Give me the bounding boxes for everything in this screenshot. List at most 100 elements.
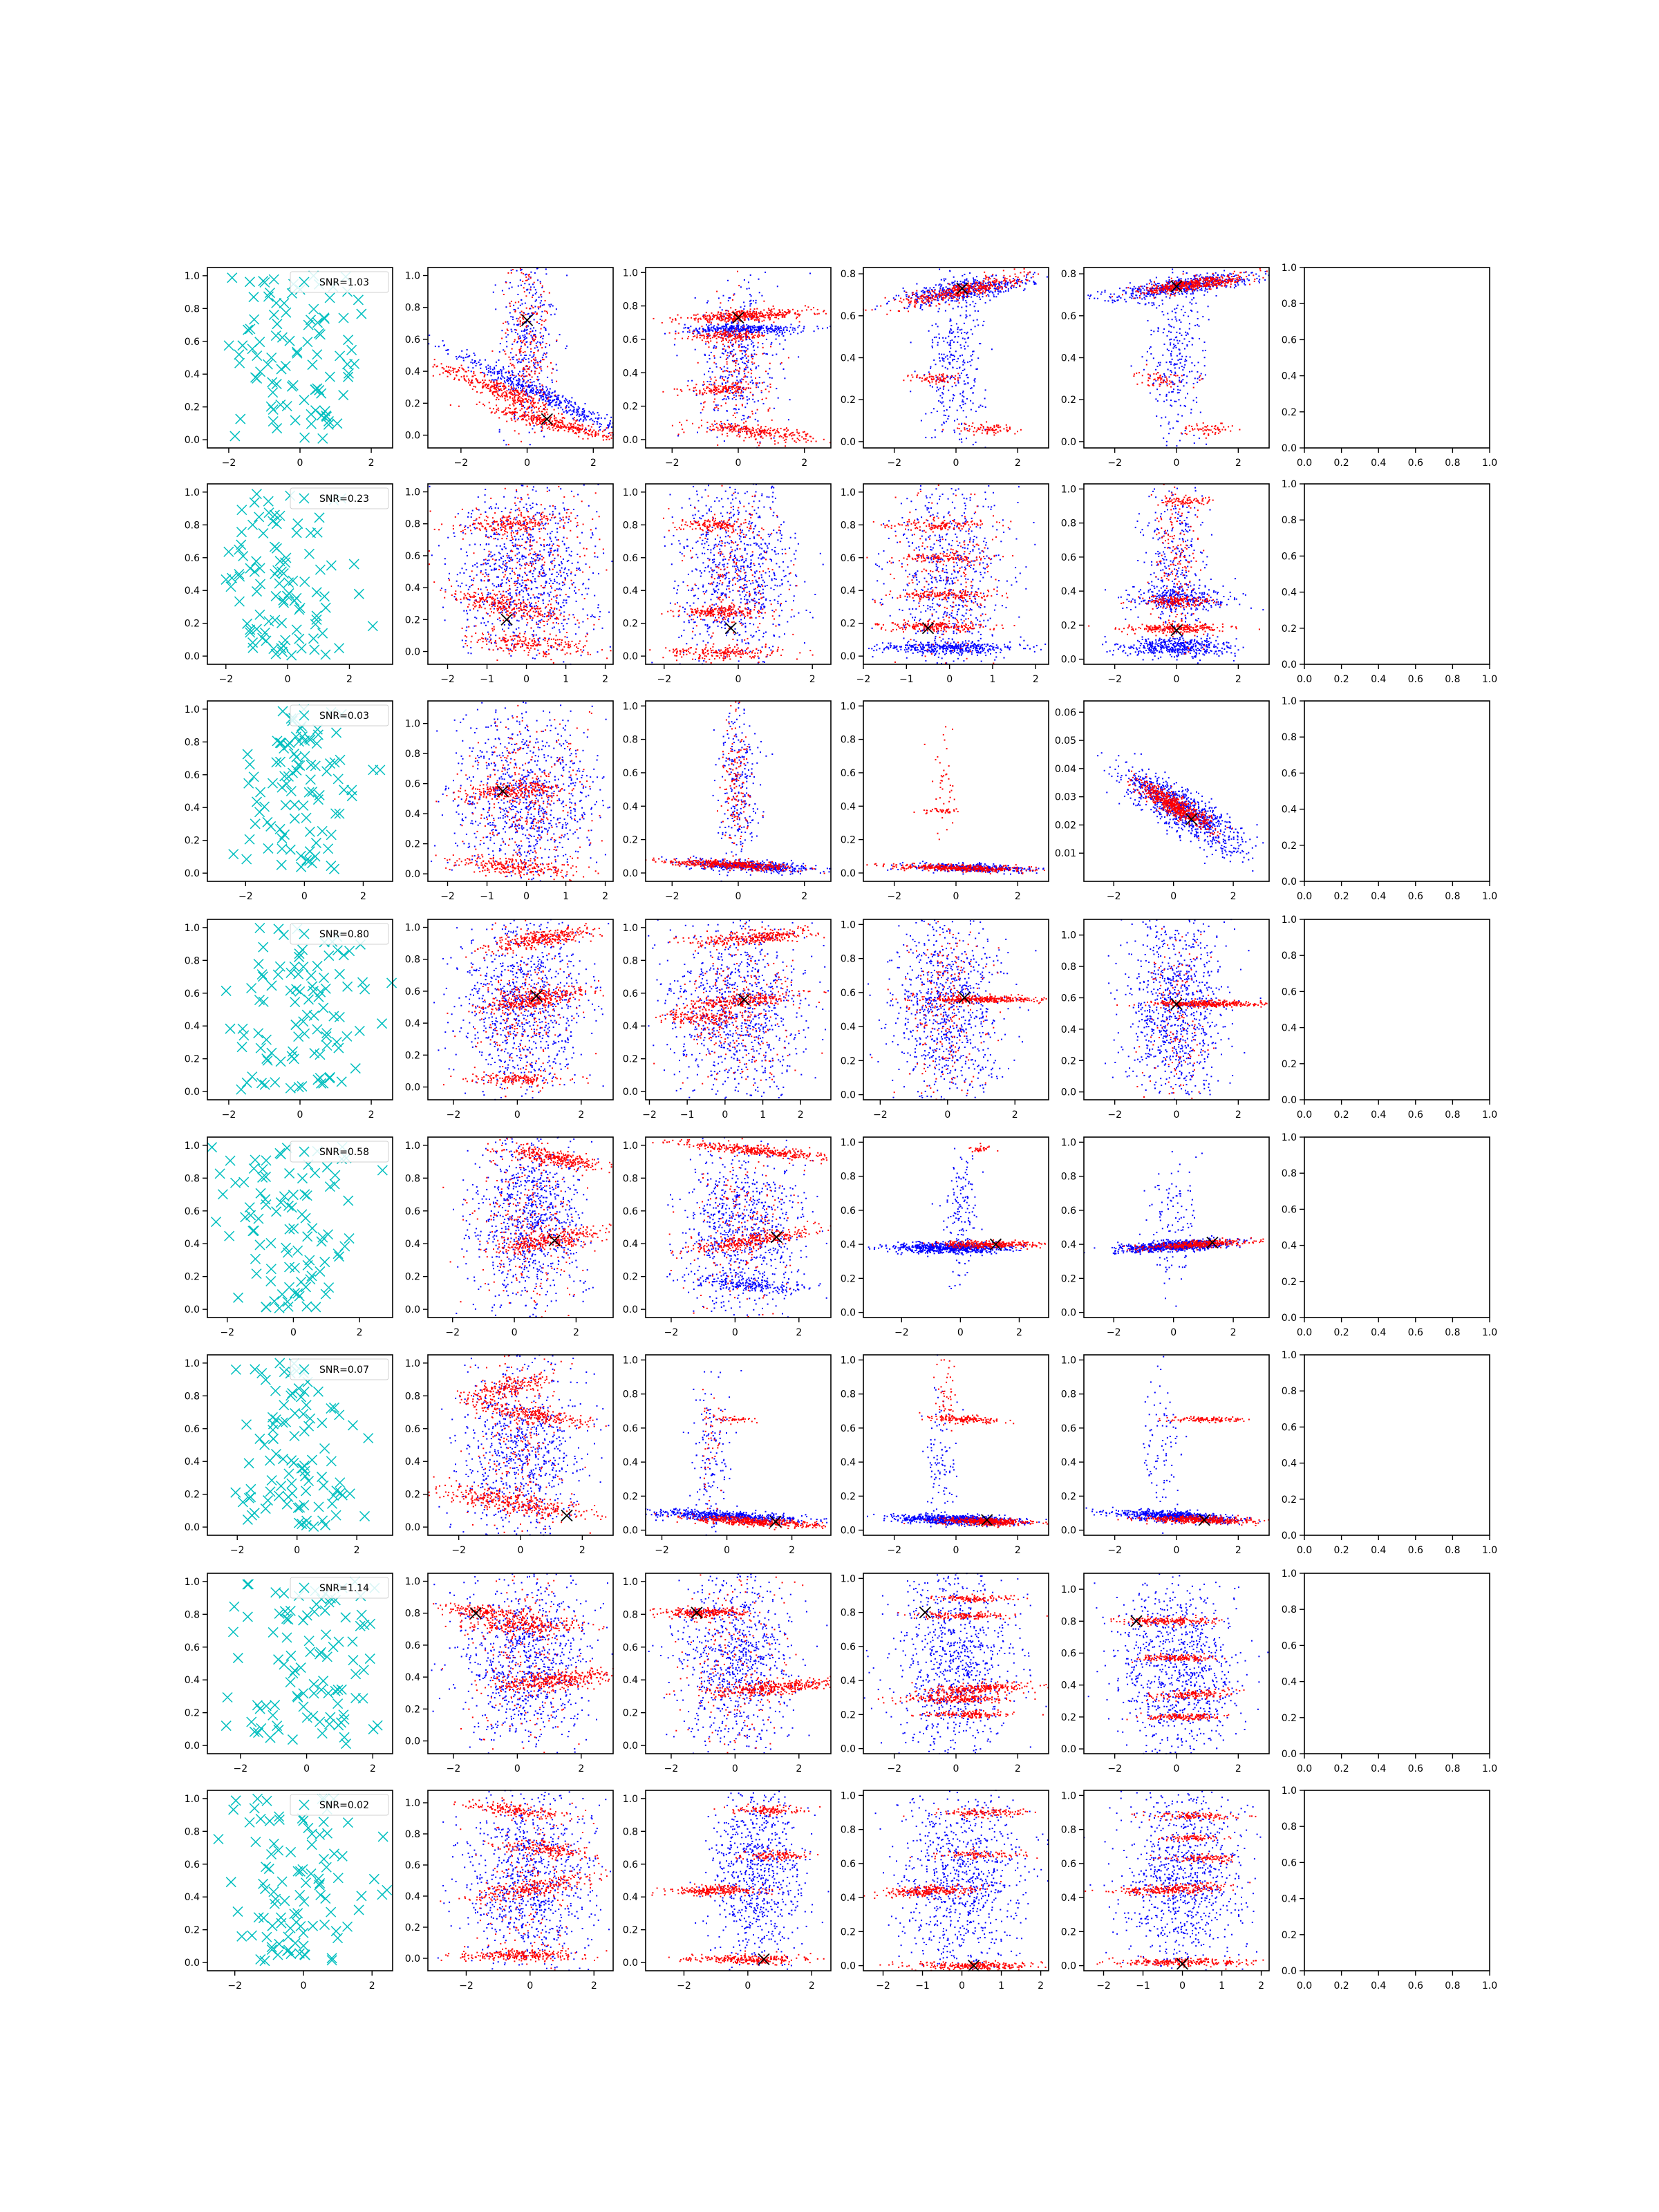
data-point bbox=[488, 370, 489, 371]
data-point bbox=[518, 384, 520, 385]
data-point bbox=[566, 400, 568, 401]
data-point bbox=[504, 380, 505, 382]
data-point bbox=[494, 379, 495, 380]
data-point bbox=[578, 409, 579, 410]
data-point bbox=[530, 277, 532, 279]
data-point bbox=[568, 406, 570, 408]
data-point bbox=[521, 272, 523, 274]
data-point bbox=[521, 392, 523, 393]
data-point bbox=[513, 402, 514, 403]
data-point bbox=[803, 330, 804, 332]
y-tick-label: 0.0 bbox=[405, 431, 420, 442]
data-point bbox=[803, 326, 805, 328]
data-point bbox=[468, 367, 469, 368]
data-point bbox=[498, 371, 500, 372]
data-point bbox=[526, 375, 527, 377]
data-point bbox=[494, 380, 495, 382]
data-point bbox=[547, 414, 548, 415]
data-point bbox=[547, 377, 548, 378]
data-point bbox=[543, 396, 544, 397]
data-point bbox=[532, 307, 534, 308]
data-point bbox=[529, 392, 530, 393]
data-point bbox=[584, 429, 585, 431]
data-point bbox=[534, 352, 535, 353]
data-point bbox=[453, 379, 455, 380]
data-point bbox=[491, 385, 493, 386]
data-point bbox=[484, 376, 485, 377]
data-point bbox=[565, 410, 567, 411]
data-point bbox=[598, 418, 599, 419]
data-point bbox=[777, 333, 778, 335]
cross-marker bbox=[268, 404, 278, 414]
cross-marker bbox=[306, 419, 316, 429]
data-point bbox=[509, 359, 511, 360]
data-point bbox=[725, 324, 727, 325]
data-point bbox=[504, 398, 505, 400]
data-point bbox=[518, 380, 519, 382]
cross-marker bbox=[318, 433, 328, 443]
data-point bbox=[521, 299, 522, 301]
data-point bbox=[532, 338, 534, 339]
data-point bbox=[498, 399, 499, 400]
data-point bbox=[491, 350, 493, 352]
cross-marker bbox=[309, 304, 319, 314]
data-point bbox=[559, 402, 561, 404]
data-point bbox=[554, 395, 556, 396]
data-point bbox=[558, 429, 559, 431]
data-point bbox=[606, 427, 608, 429]
data-point bbox=[543, 418, 545, 420]
data-point bbox=[461, 365, 462, 366]
data-point bbox=[472, 375, 474, 377]
data-point bbox=[498, 395, 500, 397]
data-point bbox=[541, 311, 543, 312]
data-point bbox=[552, 427, 554, 429]
data-point bbox=[552, 406, 553, 407]
data-point bbox=[519, 317, 521, 318]
data-point bbox=[742, 328, 744, 329]
data-point bbox=[599, 427, 600, 428]
data-point bbox=[516, 402, 518, 403]
data-point bbox=[540, 302, 541, 303]
data-point bbox=[521, 419, 523, 420]
data-point bbox=[518, 400, 519, 402]
cross-marker bbox=[282, 401, 292, 411]
y-tick-label: 0.0 bbox=[185, 435, 200, 446]
data-point bbox=[529, 333, 530, 335]
data-point bbox=[502, 386, 503, 387]
data-point bbox=[466, 354, 467, 355]
data-point bbox=[545, 346, 546, 348]
data-point bbox=[505, 400, 506, 401]
data-point bbox=[524, 291, 525, 292]
data-point bbox=[561, 413, 563, 415]
data-point bbox=[536, 388, 537, 389]
data-point bbox=[738, 322, 739, 324]
data-point bbox=[590, 418, 592, 420]
data-point bbox=[792, 328, 794, 329]
data-point bbox=[476, 391, 478, 393]
data-point bbox=[576, 415, 577, 416]
data-point bbox=[684, 328, 685, 329]
cross-marker bbox=[235, 358, 245, 368]
data-point bbox=[514, 400, 516, 401]
cross-marker bbox=[290, 415, 300, 425]
data-point bbox=[507, 379, 508, 380]
data-point bbox=[545, 406, 546, 408]
data-point bbox=[526, 391, 527, 393]
data-point bbox=[755, 326, 756, 328]
data-point bbox=[608, 424, 610, 426]
data-point bbox=[527, 346, 528, 348]
data-point bbox=[558, 397, 559, 398]
data-point bbox=[749, 326, 751, 328]
x-tick-label: 0 bbox=[524, 458, 530, 469]
data-point bbox=[713, 328, 715, 329]
data-point bbox=[770, 331, 771, 332]
axes-frame bbox=[428, 268, 613, 448]
data-point bbox=[794, 330, 796, 331]
data-point bbox=[498, 383, 500, 384]
x-tick-label: 2 bbox=[590, 458, 597, 469]
data-point bbox=[471, 382, 472, 383]
data-point bbox=[501, 373, 503, 375]
data-point bbox=[552, 400, 553, 402]
data-point bbox=[514, 415, 516, 416]
data-point bbox=[523, 373, 524, 375]
